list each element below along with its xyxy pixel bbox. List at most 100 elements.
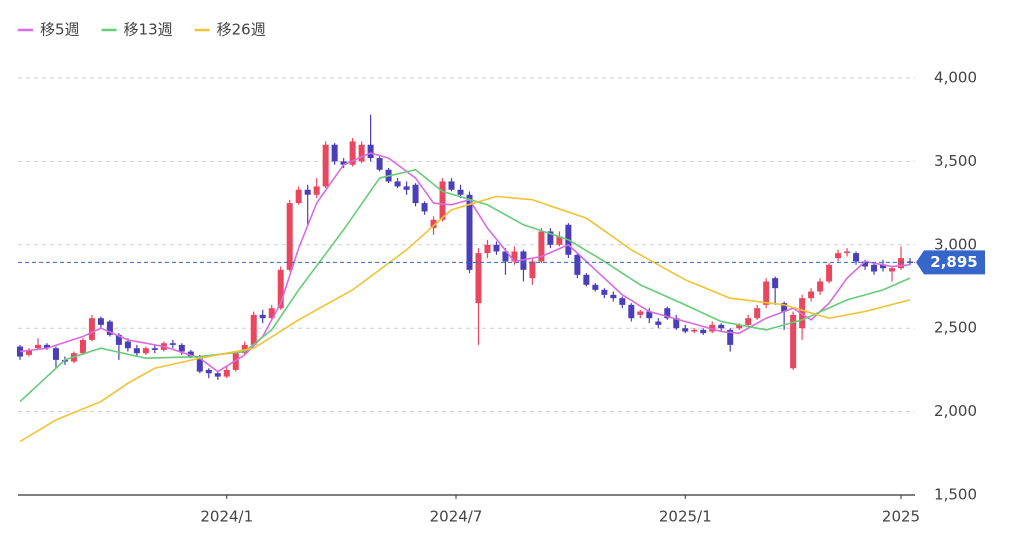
candle-body	[529, 261, 536, 279]
moving-average-line	[19, 152, 911, 373]
candle-body	[538, 231, 545, 262]
candle-body	[17, 346, 23, 357]
y-tick-label: 2,500	[934, 319, 977, 337]
candle-body	[331, 144, 338, 162]
candle-body	[736, 324, 743, 329]
y-tick-label: 3,500	[934, 152, 977, 170]
candle-body	[241, 344, 248, 354]
candle-body	[727, 329, 734, 345]
y-tick-label: 3,000	[934, 235, 977, 253]
candle-body	[745, 318, 752, 325]
candle-body	[808, 291, 815, 299]
candle-body	[628, 304, 635, 319]
candle-body	[79, 339, 86, 354]
legend-label: 移13週	[124, 21, 173, 39]
candle-body	[187, 351, 194, 357]
moving-average-line	[19, 195, 911, 443]
candle-body	[619, 298, 626, 305]
candle-body	[511, 251, 518, 262]
candle-body	[556, 236, 563, 245]
candle-body	[484, 244, 491, 254]
candle-body	[97, 318, 104, 325]
candle-body	[682, 328, 689, 332]
candle-body	[655, 321, 662, 325]
candle-body	[871, 264, 878, 272]
candle-body	[817, 281, 824, 292]
candle-body	[466, 194, 473, 270]
candle-body	[835, 253, 842, 259]
candle-body	[412, 184, 419, 204]
candle-body	[304, 189, 311, 195]
candle-body	[763, 281, 770, 305]
candle-body	[862, 261, 869, 267]
candle-body	[853, 253, 860, 262]
candle-body	[574, 254, 581, 275]
candle-body	[880, 264, 887, 269]
x-tick-label: 2025/1	[659, 508, 712, 526]
candle-body	[394, 181, 401, 187]
last-price-label: 2,895	[930, 253, 977, 271]
candle-body	[286, 203, 293, 270]
candle-body	[448, 181, 455, 190]
candle-body	[142, 348, 149, 354]
candle-body	[457, 189, 464, 195]
candle-body	[34, 344, 41, 349]
candle-body	[349, 141, 356, 165]
candle-body	[700, 329, 707, 334]
candle-body	[124, 341, 131, 349]
candle-body	[268, 308, 275, 319]
candle-body	[898, 258, 905, 269]
candle-body	[790, 314, 797, 369]
candle-body	[439, 181, 446, 220]
candle-body	[826, 264, 833, 282]
candle-body	[475, 253, 482, 304]
candle-body	[277, 269, 284, 309]
candle-body	[151, 348, 158, 350]
moving-average-line	[19, 168, 911, 403]
candle-body	[313, 186, 320, 195]
y-tick-label: 1,500	[934, 486, 977, 504]
candle-body	[106, 321, 113, 335]
last-price-box	[916, 250, 985, 275]
legend-label: 移26週	[217, 21, 266, 39]
candle-body	[232, 353, 239, 370]
candle-body	[43, 344, 50, 349]
candle-body	[403, 186, 410, 190]
candle-body	[178, 344, 185, 352]
candle-body	[709, 324, 716, 332]
candle-body	[502, 251, 509, 262]
candle-body	[601, 289, 608, 295]
candle-body	[25, 349, 32, 355]
candle-body	[205, 369, 212, 374]
candle-body	[259, 314, 266, 319]
candle-body	[376, 158, 383, 170]
candle-body	[493, 244, 500, 252]
candle-body	[169, 343, 176, 345]
candle-body	[196, 356, 203, 372]
candle-body	[718, 324, 725, 329]
candle-body	[115, 334, 122, 345]
candle-body	[421, 203, 428, 212]
candle-body	[322, 144, 329, 187]
candle-body	[637, 311, 644, 315]
candle-body	[223, 369, 230, 377]
candle-body	[358, 144, 365, 162]
candle-body	[214, 373, 221, 377]
candle-body	[250, 314, 257, 345]
candle-body	[133, 348, 140, 354]
candle-body	[889, 268, 896, 272]
candle-body	[646, 311, 653, 319]
candle-body	[547, 231, 554, 245]
candle-body	[520, 251, 527, 270]
candle-body	[781, 303, 788, 312]
candle-body	[88, 318, 95, 340]
legend-label: 移5週	[40, 21, 80, 39]
y-tick-label: 2,000	[934, 402, 977, 420]
candle-body	[610, 294, 617, 299]
y-tick-label: 4,000	[934, 69, 977, 87]
x-tick-label: 2024/1	[200, 508, 253, 526]
candle-body	[844, 251, 851, 254]
candle-body	[673, 318, 680, 329]
candle-body	[664, 308, 671, 319]
